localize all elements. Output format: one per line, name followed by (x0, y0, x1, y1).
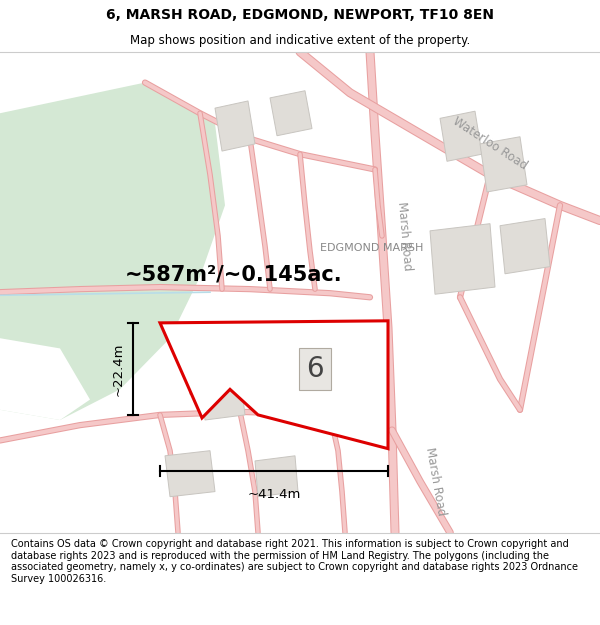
Polygon shape (165, 451, 215, 497)
Polygon shape (500, 219, 550, 274)
Text: EDGMOND MARSH: EDGMOND MARSH (320, 243, 424, 253)
Text: 6: 6 (306, 355, 324, 383)
Polygon shape (300, 351, 348, 391)
Polygon shape (440, 111, 482, 161)
Text: Marsh Road: Marsh Road (422, 446, 448, 517)
Polygon shape (0, 82, 225, 420)
Polygon shape (270, 91, 312, 136)
Polygon shape (160, 321, 388, 449)
Polygon shape (0, 338, 90, 420)
Text: Marsh Road: Marsh Road (395, 201, 415, 271)
Polygon shape (185, 354, 230, 394)
Polygon shape (430, 224, 495, 294)
Polygon shape (215, 101, 255, 151)
Text: ~587m²/~0.145ac.: ~587m²/~0.145ac. (125, 265, 343, 285)
Text: Map shows position and indicative extent of the property.: Map shows position and indicative extent… (130, 34, 470, 47)
Text: 6, MARSH ROAD, EDGMOND, NEWPORT, TF10 8EN: 6, MARSH ROAD, EDGMOND, NEWPORT, TF10 8E… (106, 8, 494, 21)
Polygon shape (255, 456, 298, 497)
Text: Waterloo Road: Waterloo Road (451, 115, 530, 172)
Text: ~22.4m: ~22.4m (112, 342, 125, 396)
Polygon shape (200, 374, 245, 420)
Polygon shape (480, 137, 527, 192)
Text: ~41.4m: ~41.4m (247, 488, 301, 501)
Text: Contains OS data © Crown copyright and database right 2021. This information is : Contains OS data © Crown copyright and d… (11, 539, 578, 584)
